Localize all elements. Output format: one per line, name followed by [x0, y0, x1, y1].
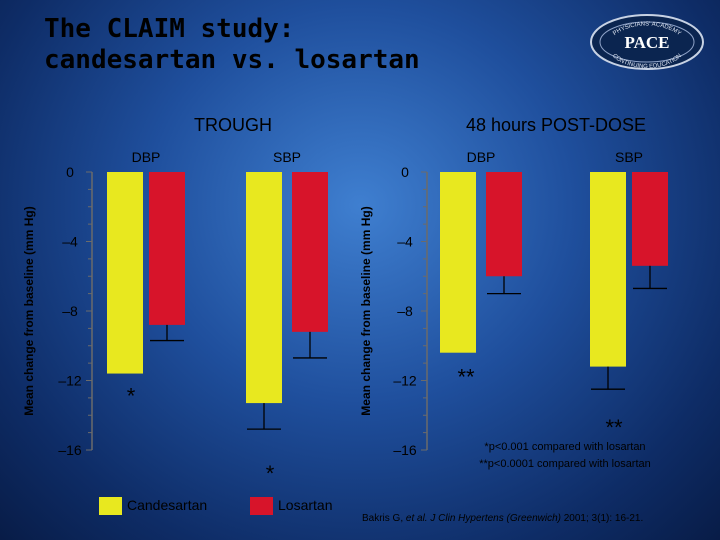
ref-rest: 2001; 3(1): 16-21. — [560, 513, 644, 524]
pace-logo: PHYSICIANS' ACADEMY CONTINUING EDUCATION… — [590, 14, 704, 70]
reference-citation: Bakris G, et al. J Clin Hypertens (Green… — [362, 513, 643, 524]
group-label: DBP — [467, 149, 496, 165]
y-tick-label: –8 — [62, 303, 78, 319]
legend-swatch — [250, 497, 273, 515]
y-tick-label: –16 — [58, 442, 82, 458]
panel-title: 48 hours POST-DOSE — [466, 115, 646, 135]
legend-label: Losartan — [278, 497, 332, 513]
ref-etal: et al. — [405, 513, 428, 524]
y-axis-label: Mean change from baseline (mm Hg) — [22, 206, 36, 415]
footnote: *p<0.001 compared with losartan — [484, 441, 645, 453]
y-tick-label: –4 — [397, 234, 413, 250]
candesartan-bar — [440, 172, 476, 353]
candesartan-bar — [246, 172, 282, 404]
legend-swatch — [99, 497, 122, 515]
footnote: **p<0.0001 compared with losartan — [479, 458, 651, 470]
significance-marker: * — [127, 384, 136, 409]
losartan-bar — [292, 172, 328, 332]
significance-marker: ** — [457, 365, 475, 390]
losartan-bar — [486, 172, 522, 277]
significance-marker: * — [266, 461, 275, 486]
slide-title: The CLAIM study: candesartan vs. losarta… — [44, 14, 420, 76]
y-tick-label: –8 — [397, 303, 413, 319]
y-tick-label: 0 — [66, 164, 74, 180]
group-label: DBP — [132, 149, 161, 165]
panel-title: TROUGH — [194, 115, 272, 135]
candesartan-bar — [107, 172, 143, 374]
title-line-1: The CLAIM study: — [44, 14, 295, 44]
significance-marker: ** — [605, 415, 623, 440]
group-label: SBP — [273, 149, 301, 165]
y-axis-label: Mean change from baseline (mm Hg) — [359, 206, 373, 415]
y-tick-label: –12 — [58, 373, 82, 389]
legend-label: Candesartan — [127, 497, 207, 513]
candesartan-bar — [590, 172, 626, 367]
logo-text: PACE — [624, 33, 669, 52]
y-tick-label: –4 — [62, 234, 78, 250]
title-line-2: candesartan vs. losartan — [44, 45, 420, 75]
y-tick-label: 0 — [401, 164, 409, 180]
y-tick-label: –16 — [393, 442, 417, 458]
ref-authors: Bakris G, — [362, 513, 406, 524]
losartan-bar — [149, 172, 185, 325]
group-label: SBP — [615, 149, 643, 165]
y-tick-label: –12 — [393, 373, 417, 389]
losartan-bar — [632, 172, 668, 266]
ref-journal: J Clin Hypertens (Greenwich) — [427, 513, 561, 524]
